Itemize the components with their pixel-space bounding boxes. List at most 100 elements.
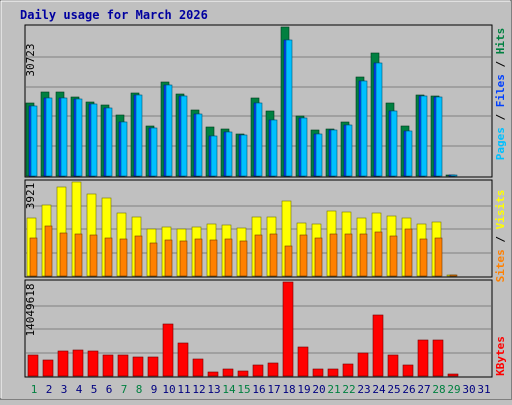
day-label-15: 15 bbox=[237, 383, 250, 396]
sites-bar-day-16 bbox=[254, 234, 263, 277]
pages-bar-day-29 bbox=[450, 174, 458, 177]
kbytes-scale-max-label: 14049618 bbox=[24, 284, 37, 337]
day-label-21: 21 bbox=[327, 383, 340, 396]
sites-bar-day-26 bbox=[404, 228, 413, 277]
kbytes-bar-day-22 bbox=[342, 363, 354, 377]
pages-bar-day-11 bbox=[180, 95, 188, 177]
hits-scale-max-label: 30723 bbox=[24, 43, 37, 76]
sites-bar-day-4 bbox=[74, 233, 83, 277]
kbytes-bar-day-24 bbox=[372, 314, 384, 377]
sites-bar-day-2 bbox=[44, 225, 53, 277]
day-label-6: 6 bbox=[106, 383, 113, 396]
visits-scale-max-label: 3921 bbox=[24, 183, 37, 210]
day-label-9: 9 bbox=[151, 383, 158, 396]
day-label-7: 7 bbox=[121, 383, 128, 396]
sites-bar-day-20 bbox=[314, 237, 323, 277]
pages-bar-day-21 bbox=[330, 129, 338, 177]
pages-bar-day-24 bbox=[375, 62, 383, 177]
sites-bar-day-29 bbox=[449, 274, 458, 277]
kbytes-bar-day-9 bbox=[147, 356, 159, 377]
bars-layer bbox=[25, 26, 459, 377]
day-label-11: 11 bbox=[177, 383, 190, 396]
pages-bar-day-25 bbox=[390, 110, 398, 177]
visits-legend: Sites / Visits bbox=[494, 190, 507, 283]
day-label-1: 1 bbox=[31, 383, 38, 396]
legend-pages: Pages bbox=[494, 127, 507, 160]
sites-bar-day-12 bbox=[194, 238, 203, 277]
sites-bar-day-11 bbox=[179, 240, 188, 277]
sites-bar-day-28 bbox=[434, 237, 443, 277]
sites-bar-day-10 bbox=[164, 239, 173, 277]
pages-bar-day-2 bbox=[45, 97, 53, 177]
day-label-17: 17 bbox=[267, 383, 280, 396]
sites-bar-day-13 bbox=[209, 239, 218, 277]
kbytes-bar-day-20 bbox=[312, 368, 324, 377]
day-label-13: 13 bbox=[207, 383, 220, 396]
pages-bar-day-17 bbox=[270, 119, 278, 177]
day-label-28: 28 bbox=[432, 383, 445, 396]
pages-bar-day-9 bbox=[150, 127, 158, 177]
sites-bar-day-9 bbox=[149, 242, 158, 277]
kbytes-bar-day-14 bbox=[222, 368, 234, 377]
day-label-30: 30 bbox=[462, 383, 475, 396]
kbytes-bar-day-29 bbox=[447, 373, 459, 377]
sites-bar-day-1 bbox=[29, 237, 38, 277]
pages-bar-day-12 bbox=[195, 113, 203, 177]
svg-text:KBytes: KBytes bbox=[494, 336, 507, 376]
day-label-16: 16 bbox=[252, 383, 265, 396]
svg-text:Sites / Visits: Sites / Visits bbox=[494, 190, 507, 283]
pages-bar-day-23 bbox=[360, 80, 368, 177]
svg-text:Pages / Files / Hits: Pages / Files / Hits bbox=[494, 28, 507, 161]
day-label-19: 19 bbox=[297, 383, 310, 396]
kbytes-bar-day-23 bbox=[357, 352, 369, 377]
kbytes-legend: KBytes bbox=[494, 336, 507, 376]
day-label-18: 18 bbox=[282, 383, 295, 396]
sites-bar-day-8 bbox=[134, 235, 143, 277]
pages-bar-day-13 bbox=[210, 135, 218, 177]
day-label-8: 8 bbox=[136, 383, 143, 396]
pages-bar-day-26 bbox=[405, 130, 413, 177]
pages-bar-day-18 bbox=[285, 39, 293, 177]
day-label-23: 23 bbox=[357, 383, 370, 396]
day-label-31: 31 bbox=[477, 383, 490, 396]
kbytes-bar-day-4 bbox=[72, 349, 84, 377]
hits-legend: Pages / Files / Hits bbox=[494, 28, 507, 161]
pages-bar-day-7 bbox=[120, 121, 128, 177]
pages-bar-day-28 bbox=[435, 96, 443, 177]
legend-hits: Hits bbox=[494, 28, 507, 55]
sites-bar-day-6 bbox=[104, 237, 113, 277]
pages-bar-day-5 bbox=[90, 103, 98, 177]
kbytes-bar-day-5 bbox=[87, 350, 99, 377]
day-label-5: 5 bbox=[91, 383, 98, 396]
sites-bar-day-17 bbox=[269, 233, 278, 277]
sites-bar-day-25 bbox=[389, 235, 398, 277]
sites-bar-day-23 bbox=[359, 233, 368, 277]
kbytes-bar-day-15 bbox=[237, 370, 249, 377]
kbytes-bar-day-25 bbox=[387, 354, 399, 377]
sites-bar-day-15 bbox=[239, 240, 248, 277]
kbytes-bar-day-1 bbox=[27, 354, 39, 377]
pages-bar-day-20 bbox=[315, 133, 323, 177]
day-label-20: 20 bbox=[312, 383, 325, 396]
day-label-2: 2 bbox=[46, 383, 53, 396]
day-label-29: 29 bbox=[447, 383, 460, 396]
sites-bar-day-27 bbox=[419, 238, 428, 277]
day-labels: 1 2 3 4 5 6 7 8 9 10 11 12 13 14 15 16 17 18 19 20 21 22 23 24 2… bbox=[31, 383, 491, 396]
sites-bar-day-24 bbox=[374, 231, 383, 277]
pages-bar-day-15 bbox=[240, 134, 248, 177]
kbytes-bar-day-13 bbox=[207, 371, 219, 377]
day-label-27: 27 bbox=[417, 383, 430, 396]
kbytes-bar-day-6 bbox=[102, 354, 114, 377]
kbytes-bar-day-27 bbox=[417, 339, 429, 377]
day-label-25: 25 bbox=[387, 383, 400, 396]
kbytes-bar-day-26 bbox=[402, 364, 414, 377]
sites-bar-day-3 bbox=[59, 232, 68, 277]
sites-bar-day-22 bbox=[344, 233, 353, 277]
day-label-4: 4 bbox=[76, 383, 83, 396]
day-label-14: 14 bbox=[222, 383, 236, 396]
legend-visits: Visits bbox=[494, 190, 507, 230]
day-label-22: 22 bbox=[342, 383, 355, 396]
kbytes-bar-day-10 bbox=[162, 323, 174, 377]
